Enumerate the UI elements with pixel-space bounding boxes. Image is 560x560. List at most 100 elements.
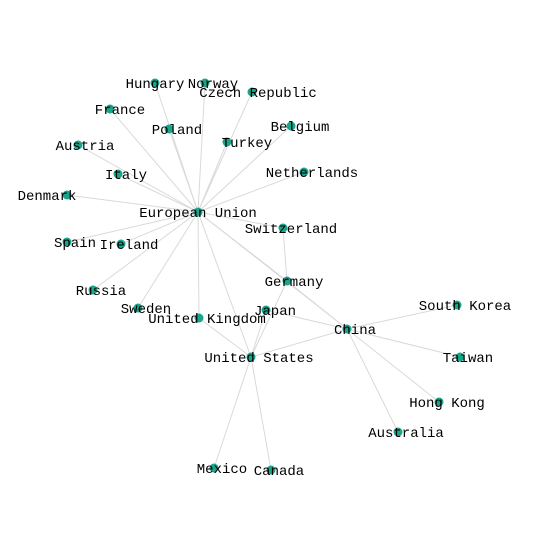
node-canada[interactable]: Canada [254, 464, 304, 480]
node-dot[interactable] [194, 313, 204, 323]
edge-layer [66, 82, 461, 471]
edge-eu-belgium [197, 125, 292, 213]
edge-eu-spain [66, 211, 199, 243]
edge-eu-switzerland [197, 211, 284, 229]
node-label: Hungary [126, 77, 185, 93]
node-label: Japan [254, 304, 296, 320]
node-dot[interactable] [113, 169, 123, 179]
node-australia[interactable]: Australia [368, 426, 444, 442]
node-dot[interactable] [164, 124, 174, 134]
node-label: Australia [368, 426, 444, 442]
node-dot[interactable] [455, 352, 465, 362]
node-label: Austria [56, 139, 115, 155]
edge-us-mexico [213, 356, 252, 469]
edge-eu-russia [92, 211, 199, 291]
node-uk[interactable]: United Kingdom [148, 312, 266, 328]
edge-china-hongkong [346, 328, 440, 403]
edge-eu-norway [197, 82, 206, 213]
node-germany[interactable]: Germany [265, 275, 324, 291]
node-dot[interactable] [222, 137, 232, 147]
node-dot[interactable] [200, 78, 210, 88]
node-dot[interactable] [62, 190, 72, 200]
node-hungary[interactable]: Hungary [126, 77, 185, 93]
node-label: Sweden [121, 302, 171, 318]
node-label: Norway [188, 77, 238, 93]
node-czech[interactable]: Czech Republic [199, 86, 317, 102]
node-dot[interactable] [282, 276, 292, 286]
edge-eu-poland [168, 128, 199, 213]
edge-china-taiwan [346, 328, 461, 358]
node-label: Hong Kong [409, 396, 485, 412]
node-belgium[interactable]: Belgium [271, 120, 330, 136]
node-taiwan[interactable]: Taiwan [443, 351, 493, 367]
node-dot[interactable] [393, 427, 403, 437]
edge-eu-czech [197, 91, 253, 213]
node-label: European Union [139, 206, 257, 222]
node-southkorea[interactable]: South Korea [419, 299, 511, 315]
node-label: Poland [152, 123, 202, 139]
node-turkey[interactable]: Turkey [222, 136, 272, 152]
node-dot[interactable] [150, 78, 160, 88]
node-dot[interactable] [105, 104, 115, 114]
edge-eu-ireland [120, 211, 199, 245]
node-dot[interactable] [133, 303, 143, 313]
node-dot[interactable] [116, 239, 126, 249]
node-dot[interactable] [247, 87, 257, 97]
node-austria[interactable]: Austria [56, 139, 115, 155]
node-switzerland[interactable]: Switzerland [245, 222, 337, 238]
edge-us-japan [250, 309, 267, 358]
edge-eu-sweden [137, 211, 199, 309]
node-dot[interactable] [278, 223, 288, 233]
edge-eu-france [109, 108, 199, 213]
node-dot[interactable] [62, 237, 72, 247]
node-dot[interactable] [452, 300, 462, 310]
node-label: Canada [254, 464, 304, 480]
node-dot[interactable] [286, 121, 296, 131]
edge-eu-netherlands [197, 171, 305, 213]
node-japan[interactable]: Japan [254, 304, 296, 320]
node-dot[interactable] [434, 397, 444, 407]
node-ireland[interactable]: Ireland [100, 238, 159, 254]
node-spain[interactable]: Spain [54, 236, 96, 252]
node-label: Netherlands [266, 166, 358, 182]
node-dot[interactable] [266, 465, 276, 475]
node-mexico[interactable]: Mexico [197, 462, 247, 478]
node-label: Germany [265, 275, 324, 291]
node-dot[interactable] [246, 352, 256, 362]
node-label: Ireland [100, 238, 159, 254]
node-hongkong[interactable]: Hong Kong [409, 396, 485, 412]
node-label: Spain [54, 236, 96, 252]
node-netherlands[interactable]: Netherlands [266, 166, 358, 182]
node-label: Russia [76, 284, 126, 300]
node-dot[interactable] [342, 324, 352, 334]
node-norway[interactable]: Norway [188, 77, 238, 93]
node-label: France [95, 103, 145, 119]
edge-eu-denmark [66, 194, 199, 213]
node-italy[interactable]: Italy [105, 168, 147, 184]
node-sweden[interactable]: Sweden [121, 302, 171, 318]
node-dot[interactable] [73, 140, 83, 150]
node-dot[interactable] [261, 305, 271, 315]
node-dot[interactable] [88, 285, 98, 295]
node-dot[interactable] [209, 463, 219, 473]
edge-eu-us [197, 211, 252, 358]
node-dot[interactable] [193, 207, 203, 217]
node-label: Czech Republic [199, 86, 317, 102]
edge-china-germany [286, 280, 348, 330]
node-label: South Korea [419, 299, 511, 315]
edge-eu-uk [197, 211, 200, 319]
node-eu[interactable]: European Union [139, 206, 257, 222]
node-label: Turkey [222, 136, 272, 152]
node-dot[interactable] [299, 167, 309, 177]
node-france[interactable]: France [95, 103, 145, 119]
node-china[interactable]: China [334, 323, 376, 339]
node-russia[interactable]: Russia [76, 284, 126, 300]
node-poland[interactable]: Poland [152, 123, 202, 139]
node-us[interactable]: United States [204, 351, 313, 367]
node-label: United Kingdom [148, 312, 266, 328]
node-label: Belgium [271, 120, 330, 136]
node-denmark[interactable]: Denmark [18, 189, 77, 205]
edge-switzerland-germany [282, 227, 288, 282]
